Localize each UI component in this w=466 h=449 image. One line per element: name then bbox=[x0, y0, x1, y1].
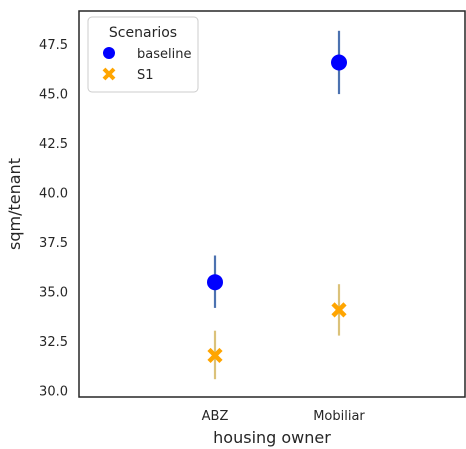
y-tick-label: 40.0 bbox=[39, 187, 68, 202]
point-baseline bbox=[207, 274, 223, 291]
plot-frame bbox=[78, 10, 466, 398]
y-tick-label: 47.5 bbox=[39, 38, 68, 53]
legend-label-s1: S1 bbox=[137, 68, 154, 83]
y-tick-label: 32.5 bbox=[39, 335, 68, 350]
y-tick-label: 35.0 bbox=[39, 286, 68, 301]
legend-marker-baseline bbox=[103, 47, 115, 59]
y-axis-label: sqm/tenant bbox=[5, 158, 24, 250]
legend: Scenarios baseline S1 bbox=[87, 16, 199, 93]
legend-title: Scenarios bbox=[109, 25, 177, 41]
x-axis-label: housing owner bbox=[213, 428, 331, 447]
plot-marks bbox=[207, 30, 347, 380]
point-s1 bbox=[331, 302, 347, 318]
y-tick-label: 42.5 bbox=[39, 137, 68, 152]
y-tick-label: 37.5 bbox=[39, 236, 68, 251]
legend-label-baseline: baseline bbox=[137, 47, 191, 62]
x-tick-label: ABZ bbox=[202, 409, 229, 424]
x-axis-ticks: ABZ Mobiliar bbox=[202, 409, 366, 424]
x-tick-label: Mobiliar bbox=[313, 409, 365, 424]
legend-box bbox=[87, 16, 199, 93]
y-axis-ticks: 30.0 32.5 35.0 37.5 40.0 42.5 45.0 47.5 bbox=[39, 38, 68, 399]
y-tick-label: 30.0 bbox=[39, 385, 68, 400]
y-tick-label: 45.0 bbox=[39, 88, 68, 103]
legend-marker-s1 bbox=[102, 67, 116, 81]
point-s1 bbox=[207, 347, 223, 364]
point-baseline bbox=[331, 54, 347, 71]
